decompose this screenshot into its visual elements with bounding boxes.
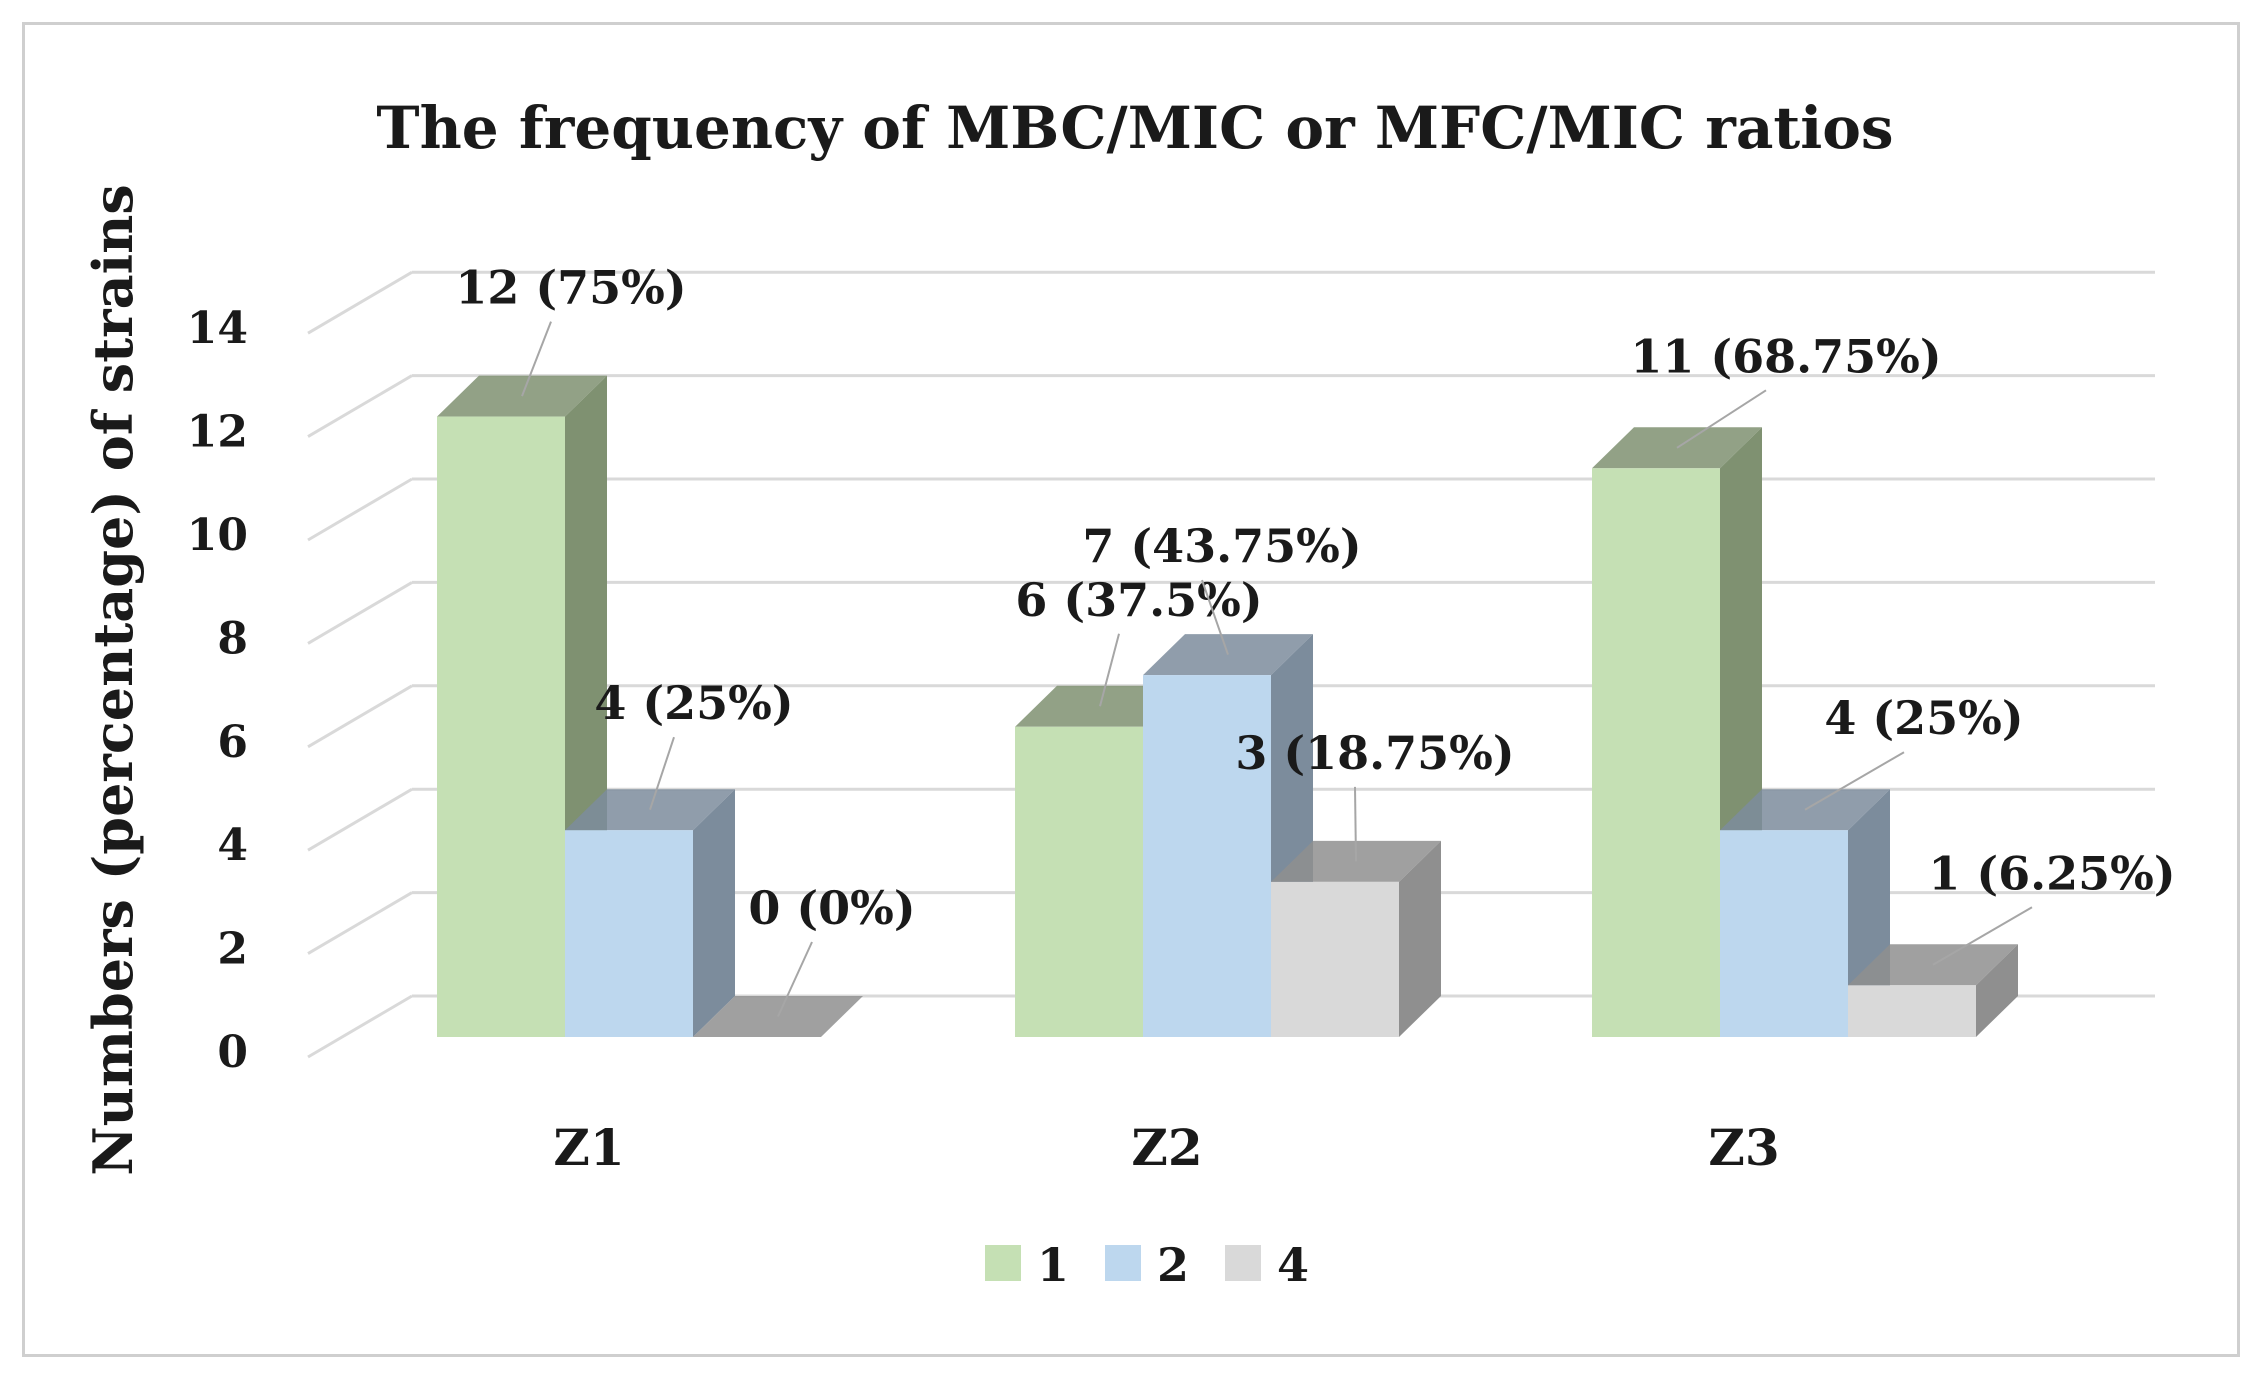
y-tick-label: 4 (217, 820, 248, 871)
gridline-diagonal (307, 270, 413, 335)
legend-item-2: 2 (1105, 1238, 1189, 1292)
gridline-diagonal (307, 684, 413, 749)
legend-item-4: 4 (1225, 1238, 1309, 1292)
leader-line (1201, 579, 1229, 655)
data-label: 1 (6.25%) (1928, 846, 2175, 900)
y-tick-label: 8 (217, 613, 248, 664)
x-axis-categories: Z1 Z2 Z3 (553, 1118, 1779, 1177)
y-tick-label: 10 (187, 510, 248, 561)
data-label: 6 (37.5%) (1015, 573, 1262, 627)
bar-z3-series-1 (1592, 427, 1762, 1037)
gridline-diagonal (307, 994, 413, 1059)
gridline-diagonal (307, 891, 413, 955)
bars (437, 375, 2018, 1038)
data-label: 11 (68.75%) (1630, 329, 1941, 383)
legend-swatch (1225, 1245, 1261, 1281)
x-category-label: Z2 (1131, 1118, 1202, 1177)
bar-front (437, 416, 565, 1038)
bar-front (1015, 726, 1143, 1037)
y-tick-label: 0 (217, 1027, 248, 1078)
leader-line (1099, 633, 1120, 707)
leader-line (1676, 389, 1767, 449)
data-labels: 12 (75%) 4 (25%) 0 (0%) 6 (37.5%)7 (43.75%)… (455, 261, 2176, 1017)
legend-label: 2 (1157, 1238, 1189, 1292)
y-tick-label: 12 (187, 407, 248, 458)
bar-z1-series-2 (565, 789, 735, 1037)
bar-z3-series-4 (1848, 944, 2018, 1037)
gridline-diagonal (307, 787, 413, 852)
legend: 1 2 4 (985, 1238, 1309, 1292)
legend-swatch (1105, 1245, 1141, 1281)
chart-title: The frequency of MBC/MIC or MFC/MIC rati… (376, 94, 1893, 162)
gridline-diagonal (307, 374, 413, 438)
bar-front (565, 830, 693, 1037)
gridline-diagonal (307, 581, 413, 645)
y-tick-label: 2 (217, 924, 248, 975)
leader-line (1804, 751, 1905, 811)
bar-front (1143, 675, 1271, 1037)
y-tick-label: 6 (217, 717, 248, 768)
gridline-diagonal (307, 477, 413, 542)
data-label: 7 (43.75%) (1082, 519, 1361, 573)
legend-item-1: 1 (985, 1238, 1069, 1292)
bar-z2-series-4 (1271, 840, 1441, 1037)
x-category-label: Z3 (1708, 1118, 1779, 1177)
legend-label: 1 (1037, 1238, 1069, 1292)
data-label: 4 (25%) (594, 676, 793, 730)
y-axis-label: Numbers (percentage) of strains (81, 184, 145, 1176)
leader-line (1932, 906, 2033, 966)
x-category-label: Z1 (553, 1118, 624, 1177)
leader-line (649, 736, 675, 811)
y-tick-label: 14 (187, 303, 248, 354)
y-axis-ticks: 0 2 4 6 8 10 12 14 (187, 303, 248, 1078)
bar-front (1592, 468, 1720, 1037)
bar-front (1848, 985, 1976, 1037)
data-label: 4 (25%) (1824, 691, 2023, 745)
leader-line (777, 941, 813, 1017)
legend-swatch (985, 1245, 1021, 1281)
bar-front (1271, 881, 1399, 1037)
leader-line (1354, 786, 1357, 862)
data-label: 12 (75%) (455, 261, 686, 315)
legend-label: 4 (1277, 1238, 1309, 1292)
leader-line (521, 321, 552, 397)
bar-front (1720, 830, 1848, 1037)
bar-side (1976, 944, 2018, 1037)
data-label: 3 (18.75%) (1235, 726, 1514, 780)
data-label: 0 (0%) (748, 881, 915, 935)
bar-side (1399, 840, 1441, 1037)
bar-side (693, 789, 735, 1037)
